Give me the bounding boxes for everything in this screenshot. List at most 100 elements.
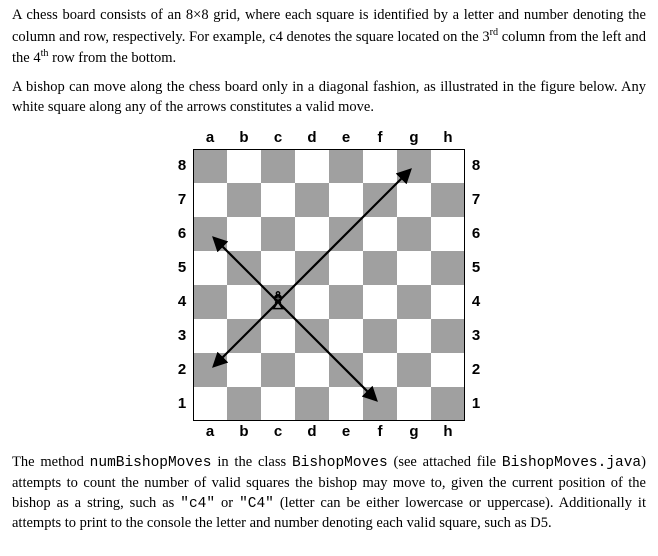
board-square bbox=[431, 387, 465, 421]
board-square bbox=[295, 217, 329, 251]
board-square bbox=[329, 387, 363, 421]
rank-label-right: 4 bbox=[465, 285, 487, 319]
rank-label-right: 5 bbox=[465, 251, 487, 285]
board-square bbox=[363, 387, 397, 421]
board-square bbox=[261, 149, 295, 183]
paragraph-2: A bishop can move along the chess board … bbox=[12, 78, 646, 117]
board-square bbox=[431, 251, 465, 285]
file-label-top: a bbox=[193, 127, 227, 149]
board-square bbox=[431, 183, 465, 217]
board-square bbox=[397, 387, 431, 421]
board-square bbox=[227, 387, 261, 421]
board-square bbox=[227, 251, 261, 285]
rank-label-right: 8 bbox=[465, 149, 487, 183]
para3-text-2: in the class bbox=[212, 454, 292, 470]
rank-label-right: 2 bbox=[465, 353, 487, 387]
board-square bbox=[329, 251, 363, 285]
para3-text-3: (see attached file bbox=[388, 454, 502, 470]
board-square bbox=[431, 217, 465, 251]
file-label-top: d bbox=[295, 127, 329, 149]
file-label-top: h bbox=[431, 127, 465, 149]
board-square bbox=[227, 217, 261, 251]
board-square bbox=[363, 149, 397, 183]
para3-text-5: or bbox=[215, 495, 239, 511]
board-square bbox=[261, 251, 295, 285]
board-square bbox=[261, 353, 295, 387]
board-square bbox=[193, 251, 227, 285]
board-square bbox=[363, 285, 397, 319]
file-label-top: b bbox=[227, 127, 261, 149]
file-label-bottom: e bbox=[329, 421, 363, 443]
board-square bbox=[431, 149, 465, 183]
board-square bbox=[227, 353, 261, 387]
board-square bbox=[397, 183, 431, 217]
board-square bbox=[329, 183, 363, 217]
file-label-bottom: d bbox=[295, 421, 329, 443]
board-square bbox=[193, 285, 227, 319]
board-square bbox=[227, 319, 261, 353]
rank-label-left: 4 bbox=[171, 285, 193, 319]
file-label-top: c bbox=[261, 127, 295, 149]
board-square bbox=[363, 251, 397, 285]
board-square bbox=[261, 183, 295, 217]
file-label-bottom: h bbox=[431, 421, 465, 443]
board-square bbox=[397, 319, 431, 353]
board-square bbox=[193, 183, 227, 217]
document-page: A chess board consists of an 8×8 grid, w… bbox=[0, 0, 658, 556]
board-square bbox=[431, 319, 465, 353]
board-square bbox=[261, 217, 295, 251]
rank-label-left: 2 bbox=[171, 353, 193, 387]
board-square bbox=[227, 285, 261, 319]
board-square bbox=[397, 353, 431, 387]
rank-label-left: 6 bbox=[171, 217, 193, 251]
file-label-bottom: b bbox=[227, 421, 261, 443]
board-square bbox=[295, 149, 329, 183]
rank-label-left: 1 bbox=[171, 387, 193, 421]
board-square bbox=[193, 149, 227, 183]
board-square bbox=[397, 251, 431, 285]
chessboard-figure: abcdefghabcdefgh8877665544332211♗ bbox=[12, 127, 646, 443]
board-square bbox=[397, 217, 431, 251]
board-square bbox=[397, 149, 431, 183]
board-square: ♗ bbox=[261, 285, 295, 319]
para3-code-3: BishopMoves.java bbox=[502, 455, 641, 471]
board-square bbox=[193, 319, 227, 353]
rank-label-right: 3 bbox=[465, 319, 487, 353]
file-label-bottom: a bbox=[193, 421, 227, 443]
para3-code-4: "c4" bbox=[180, 496, 215, 512]
paragraph-3: The method numBishopMoves in the class B… bbox=[12, 453, 646, 533]
rank-label-right: 1 bbox=[465, 387, 487, 421]
rank-label-left: 8 bbox=[171, 149, 193, 183]
board-square bbox=[295, 319, 329, 353]
board-square bbox=[295, 285, 329, 319]
board-square bbox=[363, 217, 397, 251]
file-label-bottom: f bbox=[363, 421, 397, 443]
file-label-bottom: g bbox=[397, 421, 431, 443]
file-label-top: f bbox=[363, 127, 397, 149]
rank-label-right: 6 bbox=[465, 217, 487, 251]
para1-text-3: row from the bottom. bbox=[48, 50, 176, 66]
board-square bbox=[363, 183, 397, 217]
board-square bbox=[295, 183, 329, 217]
board-square bbox=[363, 319, 397, 353]
file-label-top: e bbox=[329, 127, 363, 149]
file-label-top: g bbox=[397, 127, 431, 149]
para1-sup-1: rd bbox=[490, 27, 498, 38]
board-square bbox=[397, 285, 431, 319]
board-square bbox=[261, 319, 295, 353]
board-square bbox=[329, 319, 363, 353]
board-square bbox=[329, 149, 363, 183]
board-square bbox=[193, 387, 227, 421]
board-square bbox=[431, 353, 465, 387]
board-square bbox=[329, 353, 363, 387]
board-square bbox=[261, 387, 295, 421]
paragraph-1: A chess board consists of an 8×8 grid, w… bbox=[12, 6, 646, 68]
rank-label-left: 5 bbox=[171, 251, 193, 285]
board-square bbox=[329, 217, 363, 251]
para3-code-1: numBishopMoves bbox=[90, 455, 212, 471]
chessboard-grid: abcdefghabcdefgh8877665544332211♗ bbox=[171, 127, 487, 443]
board-square bbox=[227, 183, 261, 217]
board-square bbox=[363, 353, 397, 387]
para3-code-2: BishopMoves bbox=[292, 455, 388, 471]
para3-text-1: The method bbox=[12, 454, 90, 470]
